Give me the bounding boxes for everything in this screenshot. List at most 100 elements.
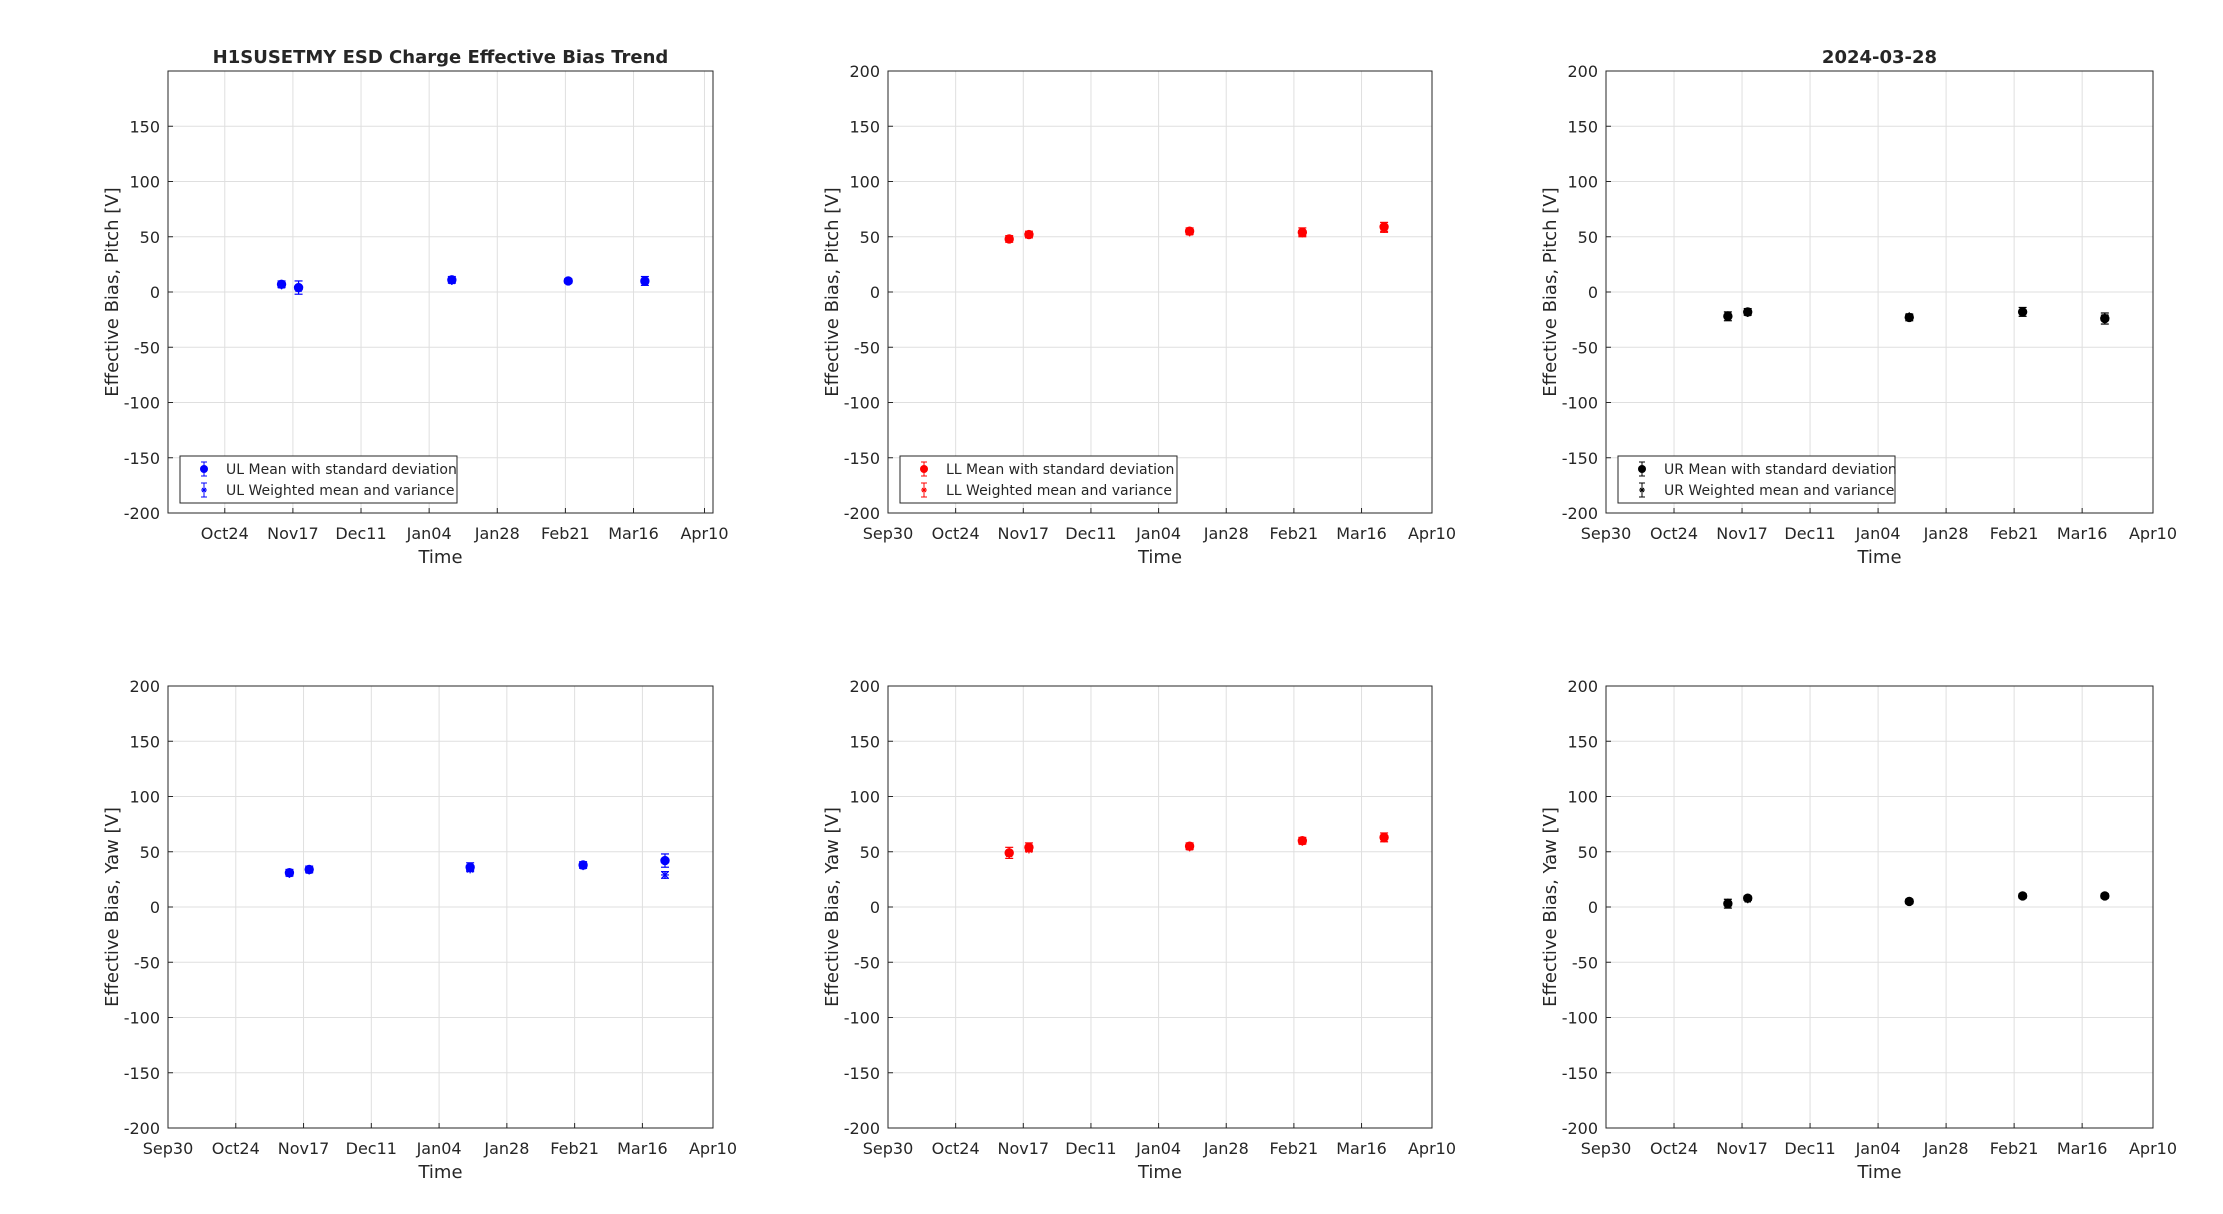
- legend-circle-marker: [200, 465, 208, 473]
- legend-label: UR Mean with standard deviation: [1664, 462, 1897, 478]
- star-marker: [2100, 313, 2109, 322]
- y-tick-label: -100: [124, 394, 160, 413]
- y-tick-label: 150: [849, 732, 880, 751]
- star-marker: [1024, 845, 1033, 854]
- star-marker: [294, 284, 303, 293]
- x-tick-label: Jan04: [1135, 1139, 1181, 1158]
- weighted-mean-point: [1723, 898, 1732, 907]
- x-tick-label: Feb21: [541, 524, 590, 543]
- x-tick-label: Apr10: [1408, 524, 1456, 543]
- x-axis-label: Time: [417, 1162, 462, 1183]
- y-tick-label: -150: [844, 1064, 880, 1083]
- chart-title: H1SUSETMY ESD Charge Effective Bias Tren…: [213, 47, 669, 68]
- x-tick-label: Mar16: [2057, 524, 2108, 543]
- star-marker: [1185, 228, 1194, 237]
- x-tick-label: Dec11: [1784, 1139, 1835, 1158]
- x-tick-label: Mar16: [2057, 1139, 2108, 1158]
- weighted-mean-point: [1185, 228, 1194, 237]
- x-tick-label: Sep30: [1581, 524, 1632, 543]
- y-tick-label: -200: [1562, 504, 1598, 523]
- legend-label: UL Mean with standard deviation: [226, 462, 457, 478]
- y-tick-label: 200: [129, 677, 160, 696]
- x-tick-label: Jan28: [1203, 1139, 1249, 1158]
- x-tick-label: Sep30: [1581, 1139, 1632, 1158]
- x-tick-label: Mar16: [1336, 524, 1387, 543]
- star-marker: [305, 866, 314, 875]
- y-tick-label: -200: [844, 504, 880, 523]
- axes-frame: [1605, 685, 2154, 1129]
- y-tick-label: -50: [134, 338, 160, 357]
- x-axis-label: Time: [1856, 1162, 1901, 1183]
- y-tick-label: -150: [1562, 1064, 1598, 1083]
- x-tick-label: Apr10: [680, 524, 728, 543]
- x-tick-label: Nov17: [278, 1139, 330, 1158]
- x-tick-label: Feb21: [1270, 1139, 1319, 1158]
- legend-star-marker: [921, 487, 927, 493]
- y-tick-label: 100: [129, 173, 160, 192]
- y-tick-label: 50: [860, 228, 880, 247]
- y-tick-label: 100: [849, 173, 880, 192]
- x-tick-label: Nov17: [997, 524, 1049, 543]
- weighted-mean-point: [579, 862, 588, 871]
- x-tick-label: Nov17: [1716, 1139, 1768, 1158]
- x-tick-label: Jan28: [483, 1139, 529, 1158]
- star-marker: [1743, 308, 1752, 317]
- y-tick-label: 100: [1567, 173, 1598, 192]
- x-tick-label: Jan28: [1923, 1139, 1969, 1158]
- y-tick-label: 100: [1567, 788, 1598, 807]
- legend-label: LL Mean with standard deviation: [946, 462, 1174, 478]
- x-tick-label: Nov17: [1716, 524, 1768, 543]
- axes-frame: [167, 685, 714, 1129]
- y-tick-label: -50: [1572, 338, 1598, 357]
- weighted-mean-point: [1024, 230, 1033, 239]
- legend: UL Mean with standard deviation UL Weight…: [179, 455, 458, 504]
- weighted-mean-point: [294, 284, 303, 293]
- star-marker: [1743, 895, 1752, 904]
- x-tick-label: Sep30: [143, 1139, 194, 1158]
- y-tick-label: 0: [1588, 283, 1598, 302]
- x-tick-label: Jan28: [1923, 524, 1969, 543]
- star-marker: [1185, 843, 1194, 852]
- star-marker: [579, 862, 588, 871]
- star-marker: [1723, 898, 1732, 907]
- y-axis-label: Effective Bias, Yaw [V]: [1540, 807, 1561, 1007]
- star-marker: [640, 278, 649, 287]
- subplot-1: Oct24 Nov17 Dec11 Jan04 Jan28 Feb21 Mar16 Apr10…: [102, 47, 729, 568]
- weighted-mean-point: [2100, 313, 2109, 322]
- legend-label: UL Weighted mean and variance: [226, 483, 454, 499]
- x-tick-label: Nov17: [997, 1139, 1049, 1158]
- star-marker: [1723, 311, 1732, 320]
- x-tick-label: Jan28: [474, 524, 520, 543]
- circle-marker: [660, 855, 670, 866]
- y-tick-label: 150: [129, 732, 160, 751]
- y-tick-label: 50: [1578, 228, 1598, 247]
- x-tick-label: Dec11: [1065, 1139, 1116, 1158]
- y-tick-label: 200: [849, 677, 880, 696]
- legend: UR Mean with standard deviation UR Weight…: [1617, 455, 1897, 504]
- axes-frame: [887, 685, 1433, 1129]
- weighted-mean-point: [1005, 234, 1014, 243]
- axes-frame: [167, 70, 714, 514]
- weighted-mean-point: [1005, 849, 1014, 858]
- legend-star-marker: [1639, 487, 1645, 493]
- y-axis-label: Effective Bias, Pitch [V]: [1540, 187, 1561, 396]
- weighted-mean-point: [2018, 891, 2027, 900]
- y-tick-label: 0: [150, 283, 160, 302]
- legend-star-marker: [201, 487, 207, 493]
- y-tick-label: -100: [1562, 394, 1598, 413]
- weighted-mean-point: [1298, 229, 1307, 238]
- subplot-3: Sep30 Oct24 Nov17 Dec11 Jan04 Jan28 Feb21 Mar16…: [1540, 47, 2177, 568]
- subplot-4: Sep30 Oct24 Nov17 Dec11 Jan04 Jan28 Feb21 Mar16…: [102, 677, 737, 1183]
- y-tick-label: 150: [1567, 732, 1598, 751]
- x-tick-label: Oct24: [1650, 524, 1698, 543]
- weighted-mean-point: [1380, 225, 1389, 234]
- y-axis-label: Effective Bias, Yaw [V]: [102, 807, 123, 1007]
- x-axis-label: Time: [1856, 547, 1901, 568]
- star-marker: [660, 870, 669, 879]
- x-tick-label: Feb21: [550, 1139, 599, 1158]
- x-tick-label: Dec11: [335, 524, 386, 543]
- y-tick-label: -100: [844, 1009, 880, 1028]
- legend-box: [899, 455, 1178, 504]
- star-marker: [2100, 891, 2109, 900]
- subplot-5: Sep30 Oct24 Nov17 Dec11 Jan04 Jan28 Feb21 Mar16…: [822, 677, 1456, 1183]
